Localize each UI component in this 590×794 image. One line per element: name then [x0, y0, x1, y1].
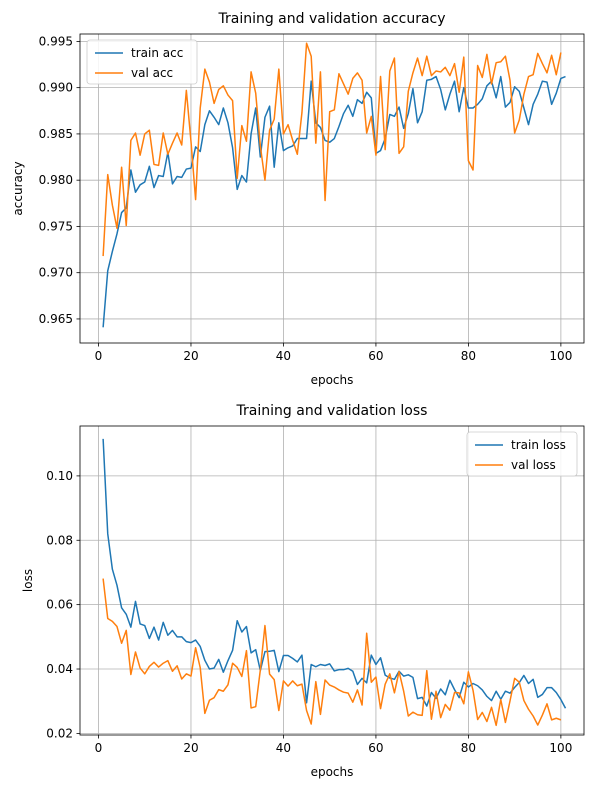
y-tick-label: 0.965: [39, 312, 73, 326]
x-tick-label: 0: [95, 741, 103, 755]
x-tick-label: 100: [549, 349, 572, 363]
x-tick-label: 100: [549, 741, 572, 755]
x-tick-label: 40: [276, 349, 291, 363]
x-axis-label: epochs: [311, 765, 354, 779]
series-line-val-loss: [102, 578, 562, 727]
y-tick-label: 0.985: [39, 127, 73, 141]
y-axis-label: loss: [21, 569, 35, 592]
y-tick-label: 0.06: [46, 598, 73, 612]
series-line-train-acc: [102, 75, 566, 328]
axes-frame: [79, 425, 585, 736]
y-tick-label: 0.990: [39, 81, 73, 95]
x-tick-label: 60: [368, 741, 383, 755]
x-tick-label: 40: [276, 741, 291, 755]
axes-frame: [79, 33, 585, 344]
y-axis-label: accuracy: [11, 161, 25, 215]
series-line-val-acc: [102, 42, 562, 257]
chart-1: 0 20 40 60 80 100 0.965 0.970 0.975 0.980 0.985 0.9…: [11, 11, 585, 387]
x-tick-label: 80: [461, 349, 476, 363]
legend-label: train loss: [511, 438, 566, 452]
x-tick-label: 20: [183, 349, 198, 363]
legend: train loss val loss: [466, 431, 578, 477]
series-line-train-loss: [102, 438, 567, 709]
y-tick-label: 0.02: [46, 726, 73, 740]
y-tick-label: 0.970: [39, 266, 73, 280]
x-tick-label: 60: [368, 349, 383, 363]
y-tick-label: 0.975: [39, 219, 73, 233]
chart-title: Training and validation accuracy: [217, 11, 445, 27]
y-tick-label: 0.08: [46, 533, 73, 547]
x-tick-label: 20: [183, 741, 198, 755]
legend-label: val acc: [131, 66, 173, 80]
legend: train acc val acc: [86, 39, 198, 85]
legend-label: val loss: [511, 458, 556, 472]
y-tick-label: 0.980: [39, 173, 73, 187]
x-tick-label: 0: [95, 349, 103, 363]
legend-label: train acc: [131, 46, 183, 60]
x-tick-label: 80: [461, 741, 476, 755]
y-tick-label: 0.10: [46, 469, 73, 483]
y-tick-label: 0.04: [46, 662, 73, 676]
chart-2: 0 20 40 60 80 100 0.02 0.04 0.06 0.08 0.10 Training…: [21, 403, 585, 779]
chart-title: Training and validation loss: [236, 403, 428, 419]
y-tick-label: 0.995: [39, 34, 73, 48]
x-axis-label: epochs: [311, 373, 354, 387]
